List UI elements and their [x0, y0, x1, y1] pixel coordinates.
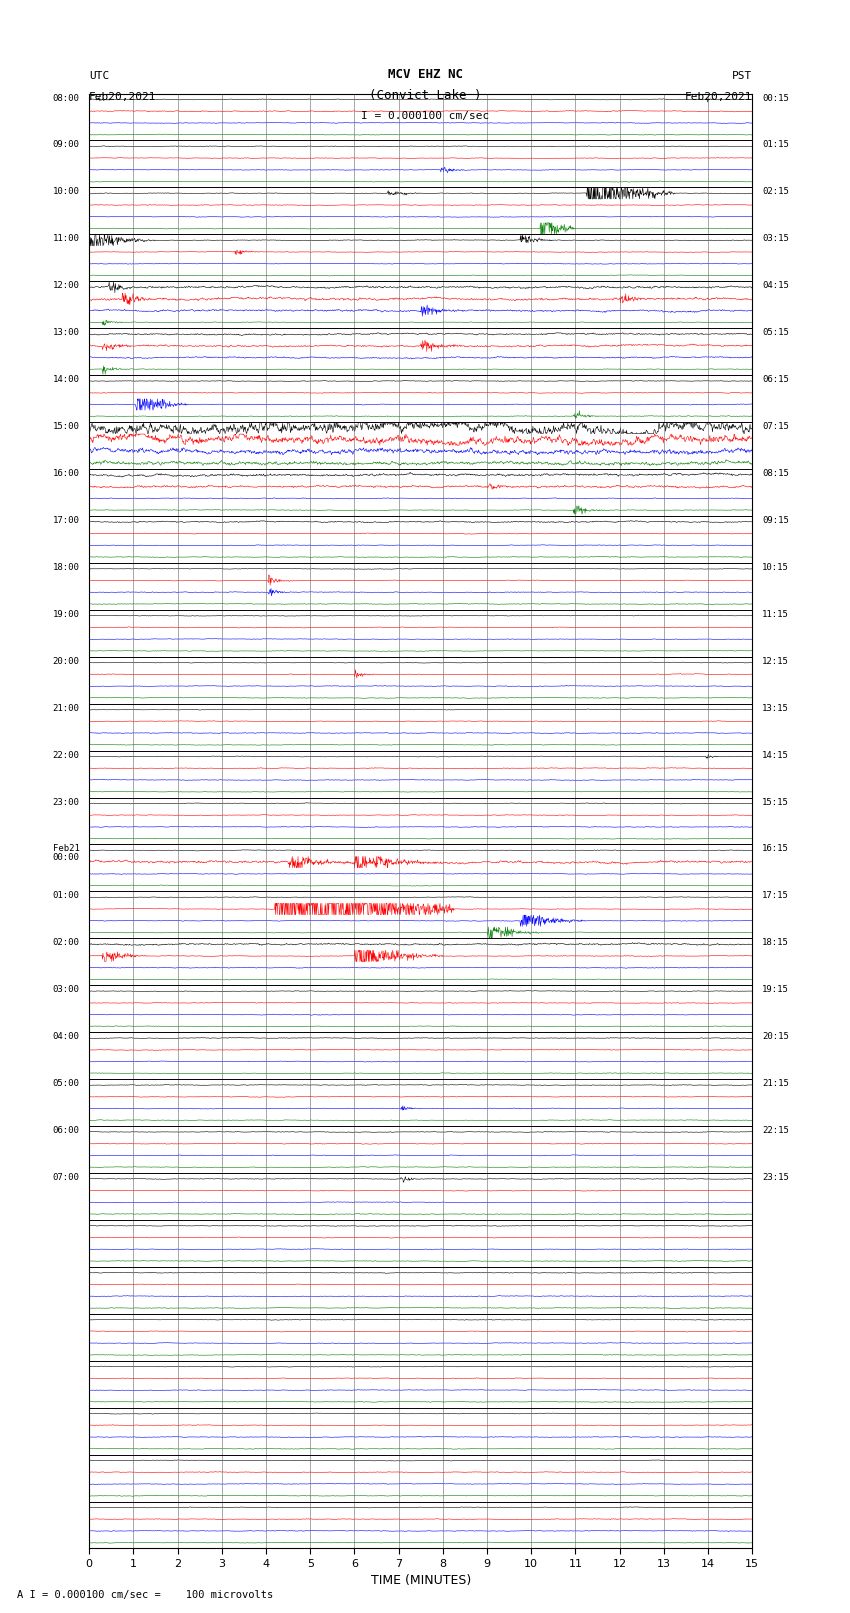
Text: 17:00: 17:00 [53, 516, 80, 524]
Text: 07:00: 07:00 [53, 1173, 80, 1182]
Text: 19:15: 19:15 [762, 986, 789, 994]
Text: A I = 0.000100 cm/sec =    100 microvolts: A I = 0.000100 cm/sec = 100 microvolts [17, 1590, 273, 1600]
Text: 09:15: 09:15 [762, 516, 789, 524]
Text: 18:15: 18:15 [762, 939, 789, 947]
Text: 21:15: 21:15 [762, 1079, 789, 1089]
Text: 21:00: 21:00 [53, 703, 80, 713]
Text: 07:15: 07:15 [762, 423, 789, 431]
Text: 05:00: 05:00 [53, 1079, 80, 1089]
Text: 10:00: 10:00 [53, 187, 80, 197]
Text: 08:00: 08:00 [53, 94, 80, 103]
Text: (Convict Lake ): (Convict Lake ) [369, 89, 481, 102]
Text: 23:15: 23:15 [762, 1173, 789, 1182]
Text: UTC: UTC [89, 71, 110, 81]
Text: 12:15: 12:15 [762, 656, 789, 666]
Text: 09:00: 09:00 [53, 140, 80, 150]
Text: 11:00: 11:00 [53, 234, 80, 244]
Text: Feb20,2021: Feb20,2021 [89, 92, 156, 102]
Text: 13:00: 13:00 [53, 327, 80, 337]
Text: 01:00: 01:00 [53, 892, 80, 900]
Text: 10:15: 10:15 [762, 563, 789, 573]
Text: 02:00: 02:00 [53, 939, 80, 947]
Text: 11:15: 11:15 [762, 610, 789, 619]
Text: 04:15: 04:15 [762, 281, 789, 290]
Text: 17:15: 17:15 [762, 892, 789, 900]
Text: 00:15: 00:15 [762, 94, 789, 103]
Text: Feb21: Feb21 [53, 845, 80, 853]
Text: 16:15: 16:15 [762, 845, 789, 853]
Text: 13:15: 13:15 [762, 703, 789, 713]
Text: 05:15: 05:15 [762, 327, 789, 337]
Text: MCV EHZ NC: MCV EHZ NC [388, 68, 462, 81]
Text: I = 0.000100 cm/sec: I = 0.000100 cm/sec [361, 111, 489, 121]
Text: 08:15: 08:15 [762, 469, 789, 477]
Text: 03:15: 03:15 [762, 234, 789, 244]
Text: 03:00: 03:00 [53, 986, 80, 994]
Text: 01:15: 01:15 [762, 140, 789, 150]
Text: 22:00: 22:00 [53, 750, 80, 760]
Text: 04:00: 04:00 [53, 1032, 80, 1042]
Text: 16:00: 16:00 [53, 469, 80, 477]
Text: 18:00: 18:00 [53, 563, 80, 573]
Text: 15:00: 15:00 [53, 423, 80, 431]
Text: 15:15: 15:15 [762, 797, 789, 806]
Text: 20:00: 20:00 [53, 656, 80, 666]
Text: 06:15: 06:15 [762, 376, 789, 384]
X-axis label: TIME (MINUTES): TIME (MINUTES) [371, 1574, 471, 1587]
Text: Feb20,2021: Feb20,2021 [685, 92, 752, 102]
Text: 00:00: 00:00 [53, 853, 80, 861]
Text: 20:15: 20:15 [762, 1032, 789, 1042]
Text: 12:00: 12:00 [53, 281, 80, 290]
Text: 23:00: 23:00 [53, 797, 80, 806]
Text: 14:15: 14:15 [762, 750, 789, 760]
Text: 14:00: 14:00 [53, 376, 80, 384]
Text: 06:00: 06:00 [53, 1126, 80, 1136]
Text: PST: PST [732, 71, 752, 81]
Text: 02:15: 02:15 [762, 187, 789, 197]
Text: 22:15: 22:15 [762, 1126, 789, 1136]
Text: 19:00: 19:00 [53, 610, 80, 619]
